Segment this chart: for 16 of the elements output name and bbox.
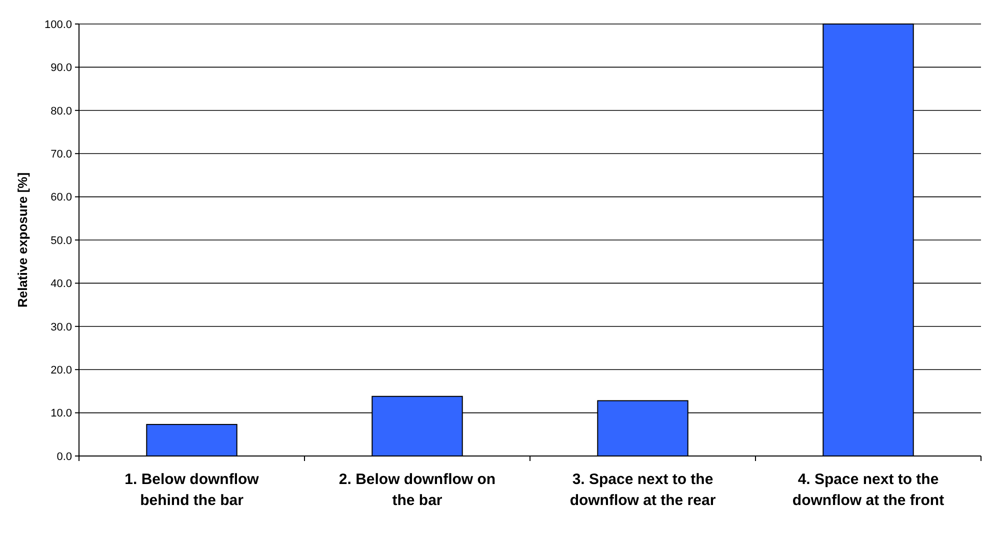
y-tick-label: 40.0 xyxy=(50,278,72,290)
y-tick-label: 50.0 xyxy=(50,234,72,247)
y-tick-label: 70.0 xyxy=(50,148,72,160)
y-tick-label: 100.0 xyxy=(44,18,72,31)
y-tick-label: 10.0 xyxy=(50,408,72,420)
y-tick-label: 90.0 xyxy=(50,62,72,74)
y-tick-label: 0.0 xyxy=(56,450,72,463)
y-axis-title: Relative exposure [%] xyxy=(15,172,30,308)
x-tick-label: 3. Space next to the downflow at the rear xyxy=(570,471,716,509)
y-tick-label: 80.0 xyxy=(50,105,72,118)
x-tick-label: 2. Below downflow on the bar xyxy=(338,471,496,509)
x-tick-label: 4. Space next to the downflow at the front xyxy=(792,471,944,509)
x-tick-label: 1. Below downflow behind the bar xyxy=(124,471,260,509)
y-tick-label: 60.0 xyxy=(50,192,72,204)
y-tick-label: 20.0 xyxy=(50,364,72,376)
y-tick-label: 30.0 xyxy=(50,321,72,334)
